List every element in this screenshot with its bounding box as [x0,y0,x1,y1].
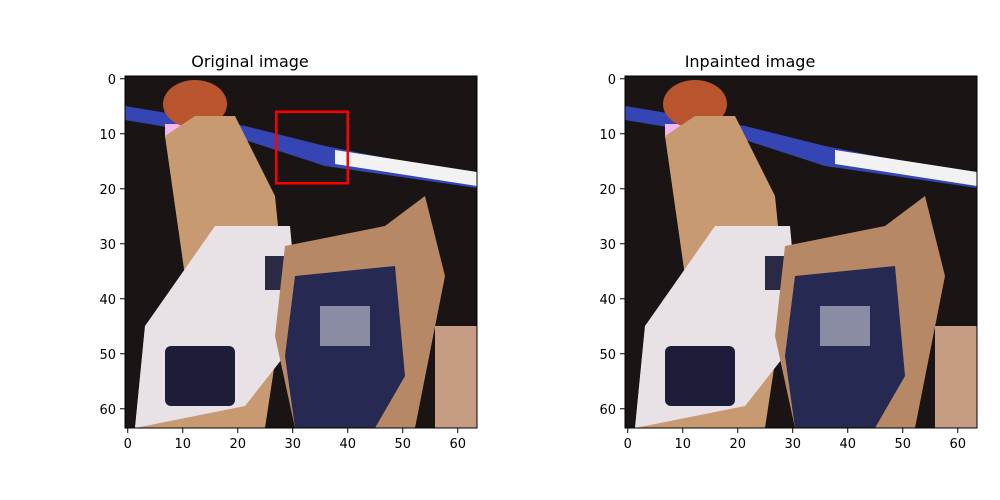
y-tick-label: 0 [608,73,616,88]
x-tick-label: 50 [894,437,911,452]
y-tick-label: 30 [99,238,116,253]
original-photo [125,76,477,428]
x-tick-label: 0 [624,437,632,452]
original-frame [124,75,478,429]
x-tick-label: 20 [229,437,246,452]
y-tick-label: 20 [599,183,616,198]
x-tick-label: 40 [339,437,356,452]
inpainted-axes: 0 10 20 30 40 50 60 0 10 20 30 40 50 60 [599,73,978,452]
x-tick-label: 60 [949,437,966,452]
y-tick-label: 0 [108,73,116,88]
x-tick-label: 10 [174,437,191,452]
x-tick-label: 0 [124,437,132,452]
y-tick-label: 40 [599,293,616,308]
x-tick-label: 20 [729,437,746,452]
x-tick-label: 60 [449,437,466,452]
inpainted-y-ticks: 0 10 20 30 40 50 60 [599,73,625,418]
original-panel: Original image 0 10 20 30 40 50 60 0 10 20 30 40 50… [99,52,478,452]
y-tick-label: 60 [599,403,616,418]
x-tick-label: 40 [839,437,856,452]
original-y-ticks: 0 10 20 30 40 50 60 [99,73,125,418]
y-tick-label: 10 [599,128,616,143]
inpainted-photo [625,76,977,428]
inpainted-title: Inpainted image [684,52,816,71]
inpainted-x-ticks: 0 10 20 30 40 50 60 [624,428,966,452]
inpaint-region-box [275,110,349,185]
y-tick-label: 40 [99,293,116,308]
original-axes: 0 10 20 30 40 50 60 0 10 20 30 40 50 60 [99,73,478,452]
x-tick-label: 10 [674,437,691,452]
original-title: Original image [191,52,309,71]
original-x-ticks: 0 10 20 30 40 50 60 [124,428,466,452]
inpainted-frame [624,75,978,429]
y-tick-label: 10 [99,128,116,143]
y-tick-label: 50 [99,348,116,363]
x-tick-label: 50 [394,437,411,452]
y-tick-label: 30 [599,238,616,253]
inpainted-panel: Inpainted image 0 10 20 30 40 50 60 0 10 20 30 40 5… [500,0,1000,500]
y-tick-label: 60 [99,403,116,418]
y-tick-label: 20 [99,183,116,198]
y-tick-label: 50 [599,348,616,363]
x-tick-label: 30 [284,437,301,452]
x-tick-label: 30 [784,437,801,452]
